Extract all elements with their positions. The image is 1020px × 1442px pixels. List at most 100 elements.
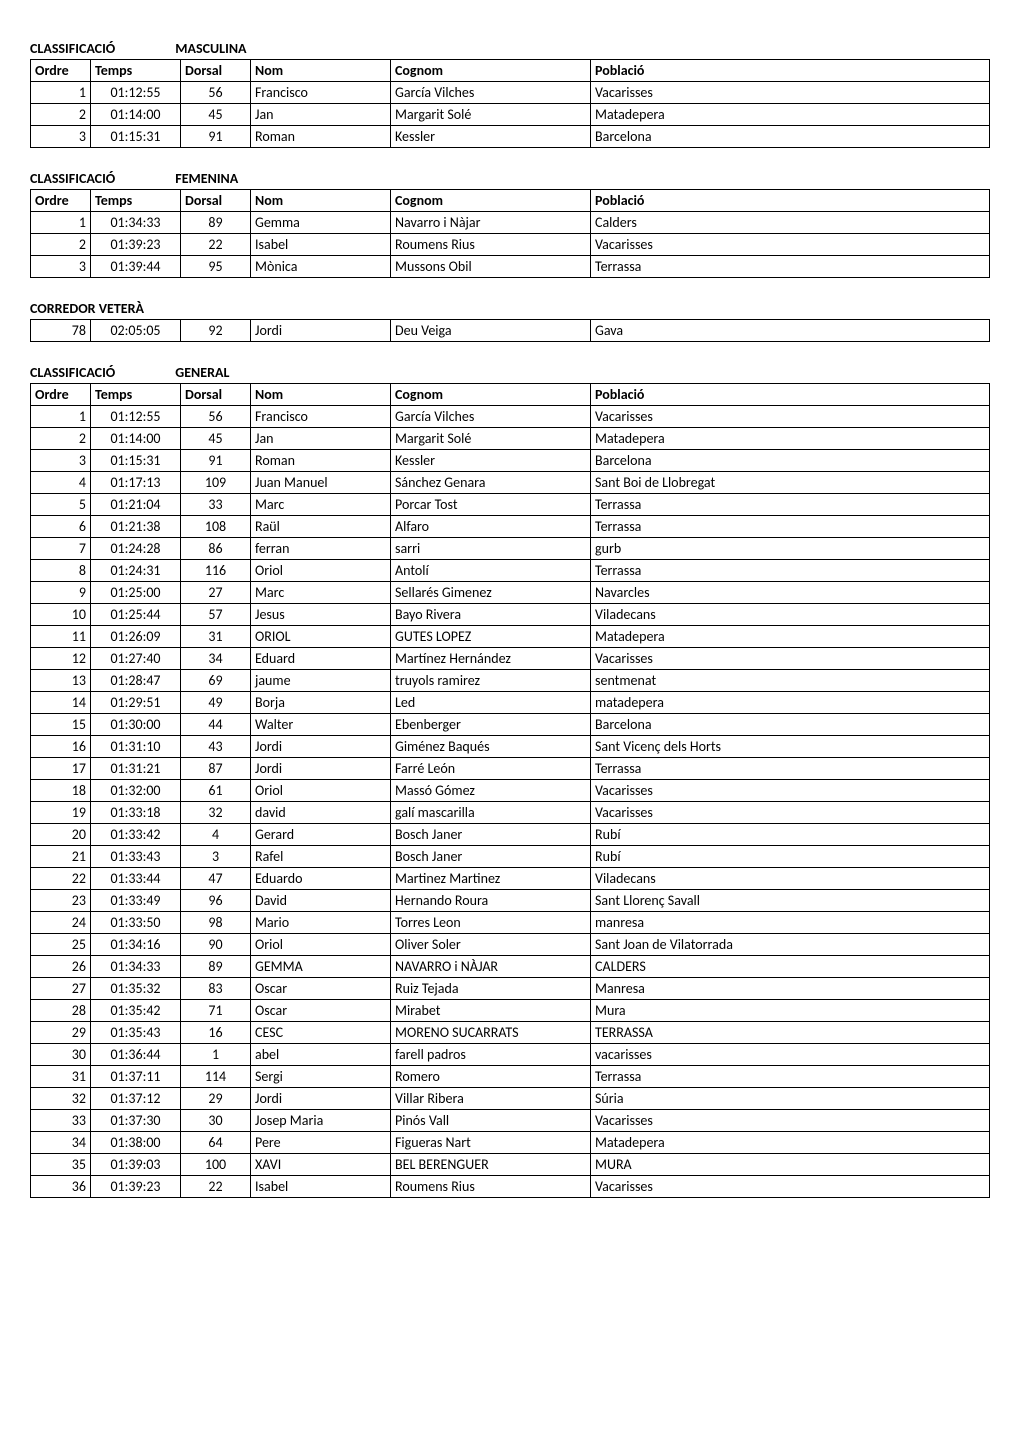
table-body-general: 101:12:5556FranciscoGarcía VilchesVacari… xyxy=(31,406,990,1198)
cell-temps: 01:31:10 xyxy=(91,736,181,758)
cell-temps: 01:25:44 xyxy=(91,604,181,626)
cell-dorsal: 22 xyxy=(181,1176,251,1198)
cell-temps: 01:33:43 xyxy=(91,846,181,868)
cell-poblacio: Manresa xyxy=(591,978,990,1000)
cell-temps: 01:27:40 xyxy=(91,648,181,670)
cell-dorsal: 3 xyxy=(181,846,251,868)
cell-poblacio: Vacarisses xyxy=(591,1110,990,1132)
cell-poblacio: vacarisses xyxy=(591,1044,990,1066)
cell-temps: 01:24:28 xyxy=(91,538,181,560)
title-classificacio: CLASSIFICACIÓ xyxy=(30,170,115,187)
cell-poblacio: sentmenat xyxy=(591,670,990,692)
table-row: 3001:36:441abelfarell padrosvacarisses xyxy=(31,1044,990,1066)
cell-temps: 01:31:21 xyxy=(91,758,181,780)
table-row: 2801:35:4271OscarMirabetMura xyxy=(31,1000,990,1022)
cell-temps: 01:17:13 xyxy=(91,472,181,494)
cell-temps: 01:25:00 xyxy=(91,582,181,604)
cell-dorsal: 61 xyxy=(181,780,251,802)
cell-nom: Borja xyxy=(251,692,391,714)
cell-nom: david xyxy=(251,802,391,824)
cell-dorsal: 44 xyxy=(181,714,251,736)
cell-ordre: 6 xyxy=(31,516,91,538)
cell-dorsal: 34 xyxy=(181,648,251,670)
cell-cognom: Alfaro xyxy=(391,516,591,538)
cell-temps: 01:35:43 xyxy=(91,1022,181,1044)
cell-nom: Eduard xyxy=(251,648,391,670)
cell-dorsal: 33 xyxy=(181,494,251,516)
table-row: 201:39:2322IsabelRoumens RiusVacarisses xyxy=(31,234,990,256)
cell-dorsal: 57 xyxy=(181,604,251,626)
cell-ordre: 14 xyxy=(31,692,91,714)
cell-poblacio: Terrassa xyxy=(591,1066,990,1088)
cell-temps: 01:21:04 xyxy=(91,494,181,516)
cell-nom: Josep Maria xyxy=(251,1110,391,1132)
cell-dorsal: 98 xyxy=(181,912,251,934)
cell-cognom: Sellarés Gimenez xyxy=(391,582,591,604)
cell-poblacio: Matadepera xyxy=(591,104,990,126)
cell-poblacio: CALDERS xyxy=(591,956,990,978)
cell-poblacio: Vacarisses xyxy=(591,648,990,670)
cell-ordre: 15 xyxy=(31,714,91,736)
cell-cognom: Hernando Roura xyxy=(391,890,591,912)
cell-nom: Isabel xyxy=(251,234,391,256)
section-masculina: CLASSIFICACIÓ MASCULINA Ordre Temps Dors… xyxy=(30,40,990,148)
cell-ordre: 78 xyxy=(31,320,91,342)
cell-ordre: 27 xyxy=(31,978,91,1000)
table-row: 78 02:05:05 92 Jordi Deu Veiga Gava xyxy=(31,320,990,342)
cell-ordre: 19 xyxy=(31,802,91,824)
cell-temps: 01:29:51 xyxy=(91,692,181,714)
cell-ordre: 32 xyxy=(31,1088,91,1110)
cell-temps: 01:12:55 xyxy=(91,82,181,104)
cell-nom: Walter xyxy=(251,714,391,736)
cell-cognom: Pinós Vall xyxy=(391,1110,591,1132)
table-femenina: Ordre Temps Dorsal Nom Cognom Població 1… xyxy=(30,189,990,278)
cell-temps: 01:33:44 xyxy=(91,868,181,890)
cell-nom: Jesus xyxy=(251,604,391,626)
cell-poblacio: Gava xyxy=(591,320,990,342)
table-row: 3601:39:2322IsabelRoumens RiusVacarisses xyxy=(31,1176,990,1198)
cell-dorsal: 100 xyxy=(181,1154,251,1176)
cell-temps: 01:12:55 xyxy=(91,406,181,428)
table-row: 2401:33:5098MarioTorres Leonmanresa xyxy=(31,912,990,934)
table-row: 2501:34:1690OriolOliver SolerSant Joan d… xyxy=(31,934,990,956)
cell-dorsal: 114 xyxy=(181,1066,251,1088)
cell-temps: 01:34:16 xyxy=(91,934,181,956)
cell-temps: 01:15:31 xyxy=(91,450,181,472)
title-masculina: MASCULINA xyxy=(175,40,246,57)
cell-temps: 02:05:05 xyxy=(91,320,181,342)
col-poblacio: Població xyxy=(591,190,990,212)
cell-cognom: GUTES LOPEZ xyxy=(391,626,591,648)
cell-nom: abel xyxy=(251,1044,391,1066)
cell-nom: Rafel xyxy=(251,846,391,868)
table-body-femenina: 101:34:3389GemmaNavarro i NàjarCalders20… xyxy=(31,212,990,278)
table-general: Ordre Temps Dorsal Nom Cognom Població 1… xyxy=(30,383,990,1198)
cell-ordre: 23 xyxy=(31,890,91,912)
cell-ordre: 2 xyxy=(31,428,91,450)
col-nom: Nom xyxy=(251,384,391,406)
cell-dorsal: 69 xyxy=(181,670,251,692)
cell-ordre: 8 xyxy=(31,560,91,582)
table-row: 1801:32:0061OriolMassó GómezVacarisses xyxy=(31,780,990,802)
cell-cognom: Antolí xyxy=(391,560,591,582)
cell-dorsal: 16 xyxy=(181,1022,251,1044)
cell-nom: Marc xyxy=(251,582,391,604)
cell-nom: Sergi xyxy=(251,1066,391,1088)
cell-temps: 01:33:42 xyxy=(91,824,181,846)
title-general: GENERAL xyxy=(175,364,229,381)
cell-dorsal: 86 xyxy=(181,538,251,560)
cell-poblacio: Barcelona xyxy=(591,450,990,472)
cell-cognom: Kessler xyxy=(391,126,591,148)
cell-nom: Gerard xyxy=(251,824,391,846)
cell-poblacio: Mura xyxy=(591,1000,990,1022)
cell-nom: ORIOL xyxy=(251,626,391,648)
section-header-masculina: CLASSIFICACIÓ MASCULINA xyxy=(30,40,990,57)
table-row: 2201:33:4447EduardoMartinez MartinezVila… xyxy=(31,868,990,890)
cell-dorsal: 87 xyxy=(181,758,251,780)
cell-temps: 01:39:03 xyxy=(91,1154,181,1176)
cell-ordre: 1 xyxy=(31,212,91,234)
table-head: Ordre Temps Dorsal Nom Cognom Població xyxy=(31,384,990,406)
table-row: 301:39:4495MònicaMussons ObilTerrassa xyxy=(31,256,990,278)
cell-cognom: Bosch Janer xyxy=(391,824,591,846)
table-row: 2701:35:3283OscarRuiz TejadaManresa xyxy=(31,978,990,1000)
cell-ordre: 1 xyxy=(31,406,91,428)
